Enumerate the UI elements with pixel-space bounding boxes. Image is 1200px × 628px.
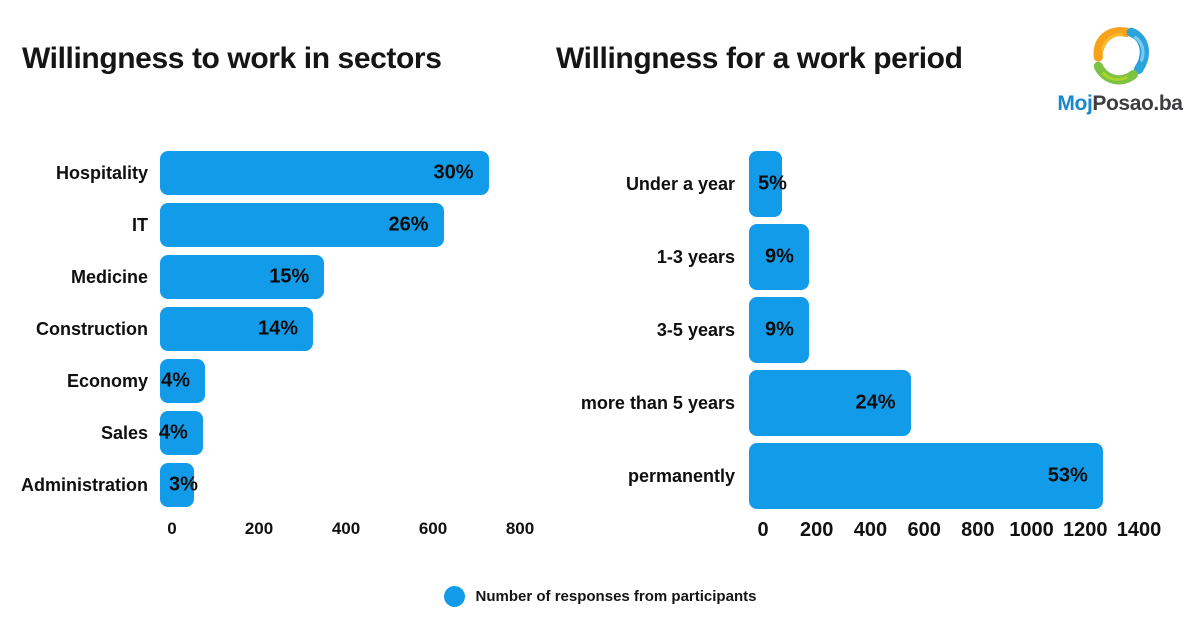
chart-row: Sales 4% (10, 411, 520, 455)
bar-value-label: 4% (158, 421, 188, 444)
x-tick-label: 800 (961, 519, 995, 541)
bar: 30% (160, 151, 489, 195)
bar-track: 9% (749, 297, 1139, 363)
bar: 4% (160, 359, 205, 403)
x-tick-label: 1000 (1009, 519, 1054, 541)
bar-value-label: 26% (388, 213, 429, 236)
legend: Number of responses from participants (0, 586, 1200, 607)
x-tick-label: 800 (505, 519, 535, 538)
bar-track: 3% (160, 463, 520, 507)
chart-row: Under a year 5% (558, 151, 1139, 217)
bar-track: 14% (160, 307, 520, 351)
x-tick-label: 400 (331, 519, 361, 538)
chart-title-period: Willingness for a work period (556, 42, 963, 75)
bar-value-label: 14% (257, 317, 298, 340)
x-tick-label: 600 (907, 519, 941, 541)
mojposao-swirl-icon (1093, 27, 1149, 85)
bar-track: 9% (749, 224, 1139, 290)
category-label: more than 5 years (580, 392, 735, 413)
bar: 26% (160, 203, 444, 247)
bar-track: 24% (749, 370, 1139, 436)
category-label: Sales (100, 422, 148, 443)
chart-title-sectors: Willingness to work in sectors (22, 42, 442, 75)
x-tick-label: 0 (167, 519, 177, 538)
chart-rows: Under a year 5% 1-3 years 9% 3-5 years 9% more… (558, 151, 1139, 509)
bar: 5% (749, 151, 787, 217)
brand-wordmark-posao: Posao.ba (1092, 92, 1183, 115)
bar-track: 4% (158, 411, 520, 455)
category-label: Economy (66, 370, 148, 391)
x-tick-label: 1200 (1063, 519, 1108, 541)
x-tick-label: 400 (853, 519, 888, 541)
bar-value-label: 53% (1047, 464, 1088, 487)
bar-track: 26% (160, 203, 520, 247)
bar-value-label: 9% (764, 245, 794, 268)
category-label: permanently (627, 465, 735, 486)
bar-value-label: 24% (855, 391, 896, 414)
chart-row: permanently 53% (558, 443, 1139, 509)
bar-track: 5% (749, 151, 1139, 217)
bar: 3% (160, 463, 198, 507)
category-label: 1-3 years (656, 246, 735, 267)
chart-row: Administration 3% (10, 463, 520, 507)
chart-row: Economy 4% (10, 359, 520, 403)
chart-row: Medicine 15% (10, 255, 520, 299)
chart-sectors: Hospitality 30% IT 26% Medicine 15% Constructi… (10, 151, 534, 547)
chart-period: Under a year 5% 1-3 years 9% 3-5 years 9% more… (558, 151, 1161, 549)
chart-row: IT 26% (10, 203, 520, 247)
brand-logo: MojPosao.ba (1050, 22, 1190, 116)
bar-track: 4% (160, 359, 520, 403)
bar-track: 30% (160, 151, 520, 195)
category-label: Medicine (70, 266, 148, 287)
chart-row: more than 5 years 24% (558, 370, 1139, 436)
bar: 14% (160, 307, 313, 351)
bar-value-label: 30% (433, 161, 474, 184)
x-tick-label: 0 (757, 519, 769, 541)
brand-wordmark-moj: Moj (1057, 92, 1093, 115)
x-tick-label: 200 (244, 519, 274, 538)
brand-wordmark: MojPosao.ba (1050, 92, 1190, 116)
bar: 9% (749, 297, 809, 363)
bar-track: 15% (160, 255, 520, 299)
bar: 24% (749, 370, 911, 436)
category-label: Administration (20, 474, 148, 495)
x-axis: 0 200 400 600 800 1000 1200 1400 (757, 509, 1161, 549)
chart-row: 1-3 years 9% (558, 224, 1139, 290)
x-tick-label: 600 (418, 519, 448, 538)
x-tick-label: 1400 (1116, 519, 1162, 541)
category-label: IT (132, 214, 148, 235)
bar-value-label: 3% (169, 473, 198, 496)
bar: 15% (160, 255, 325, 299)
category-label: Construction (36, 318, 148, 339)
bar: 53% (749, 443, 1103, 509)
category-label: Hospitality (55, 162, 148, 183)
x-tick-label: 200 (800, 519, 834, 541)
category-label: Under a year (625, 173, 735, 194)
bar-value-label: 15% (269, 265, 310, 288)
bar-value-label: 4% (161, 369, 190, 392)
bar-track: 53% (749, 443, 1139, 509)
chart-row: Hospitality 30% (10, 151, 520, 195)
legend-label: Number of responses from participants (475, 588, 757, 605)
chart-rows: Hospitality 30% IT 26% Medicine 15% Constructi… (10, 151, 520, 507)
category-label: 3-5 years (656, 319, 735, 340)
bar-value-label: 5% (758, 172, 787, 195)
chart-row: Construction 14% (10, 307, 520, 351)
bar: 9% (749, 224, 809, 290)
x-axis: 0 200 400 600 800 (167, 507, 534, 547)
bar-value-label: 9% (764, 318, 794, 341)
chart-row: 3-5 years 9% (558, 297, 1139, 363)
bar: 4% (158, 411, 203, 455)
legend-marker (443, 586, 465, 607)
